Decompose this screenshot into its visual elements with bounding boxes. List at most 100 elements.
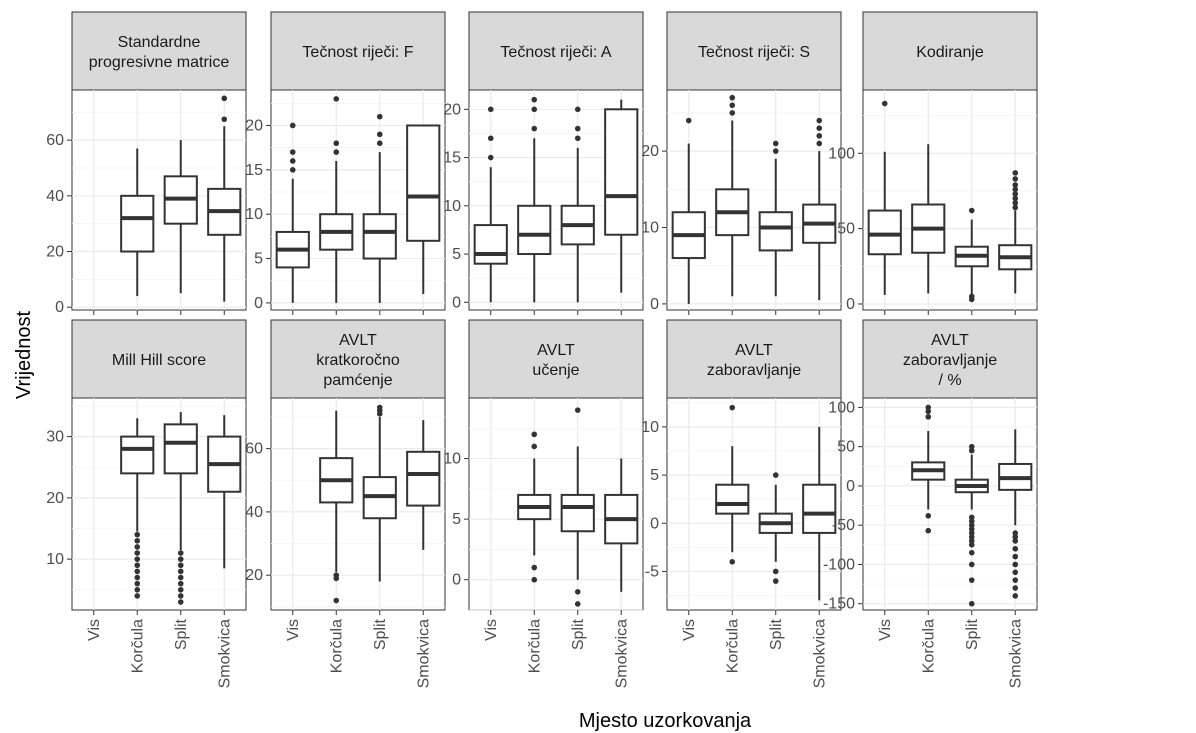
- outlier-point: [1012, 176, 1019, 182]
- box-smokvica: [406, 420, 441, 550]
- outlier-point: [925, 414, 932, 420]
- y-tick-label: 50: [837, 221, 855, 238]
- x-tick-label: Korčula: [328, 619, 345, 673]
- iqr-box: [802, 483, 837, 534]
- x-tick-label: Smokvica: [415, 619, 432, 688]
- outlier-point: [289, 149, 296, 155]
- facet-panel: AVLT kratkoročno pamćenje 20 40 60 Vis Korčula S…: [245, 319, 446, 688]
- outlier-point: [1012, 182, 1019, 188]
- y-tick-label: 0: [846, 296, 855, 313]
- outlier-point: [816, 125, 823, 131]
- y-tick-label: 20: [46, 244, 64, 261]
- x-tick-label: Korčula: [129, 619, 146, 673]
- outlier-point: [487, 106, 494, 113]
- outlier-point: [134, 537, 141, 544]
- outlier-point: [968, 518, 975, 525]
- y-tick-label: 15: [443, 150, 461, 167]
- x-tick-label: Split: [768, 618, 785, 650]
- facet-strip: [666, 11, 842, 91]
- facet-title: AVLT: [537, 342, 575, 359]
- box-korčula: [120, 148, 155, 297]
- outlier-point: [531, 443, 538, 450]
- outlier-point: [177, 562, 184, 569]
- outlier-point: [289, 122, 296, 129]
- outlier-point: [574, 125, 581, 132]
- facet-panel: Tečnost riječi: F 0 5 10 15 20: [245, 11, 446, 315]
- facet-title: Standardne: [118, 34, 201, 51]
- outlier-point: [134, 574, 141, 581]
- x-tick-label: Smokvica: [216, 619, 233, 688]
- outlier-point: [1012, 569, 1019, 576]
- box-split: [758, 140, 793, 297]
- outlier-point: [1012, 195, 1019, 202]
- x-tick-label: Split: [570, 618, 587, 650]
- plot-area: [862, 397, 1038, 611]
- outlier-point: [1012, 200, 1019, 206]
- iqr-box: [715, 483, 750, 515]
- iqr-box: [362, 213, 397, 260]
- y-tick-label: 50: [837, 439, 855, 456]
- facet-title: Mill Hill score: [112, 352, 206, 369]
- outlier-point: [729, 102, 736, 109]
- outlier-point: [925, 512, 932, 519]
- plot-area: [71, 397, 247, 611]
- box-split: [954, 443, 989, 607]
- box-vis: [473, 106, 508, 303]
- x-tick-label: Vis: [877, 619, 894, 641]
- x-tick-label: Vis: [483, 619, 500, 641]
- outlier-point: [177, 599, 184, 605]
- facet-panel: AVLT učenje 0 5 10 Vis Korčula Split Smokvica: [443, 319, 644, 688]
- y-tick-label: 10: [245, 206, 263, 223]
- outlier-point: [1012, 561, 1019, 568]
- y-tick-label: 5: [254, 251, 263, 268]
- facet-strip: [666, 319, 842, 399]
- outlier-point: [816, 140, 823, 147]
- outlier-point: [376, 113, 383, 120]
- facet-panel: AVLT zaboravljanje -5 0 5 10 Vis Korčula Split Sm…: [641, 319, 842, 688]
- y-tick-label: 60: [46, 132, 64, 149]
- facet-panel: Tečnost riječi: A 0 5 10 15 20: [443, 11, 644, 315]
- facet-title: AVLT: [931, 332, 969, 349]
- box-smokvica: [207, 415, 242, 569]
- box-smokvica: [604, 99, 639, 293]
- y-tick-label: 10: [641, 419, 659, 436]
- outlier-point: [531, 125, 538, 132]
- box-smokvica: [802, 426, 837, 601]
- y-tick-label: 0: [452, 572, 461, 589]
- iqr-box: [517, 204, 552, 256]
- outlier-point: [289, 158, 296, 164]
- y-tick-label: -50: [832, 517, 855, 534]
- facet-title: / %: [938, 372, 961, 389]
- y-tick-label: 30: [46, 429, 64, 446]
- y-tick-label: 0: [254, 295, 263, 312]
- outlier-point: [1012, 530, 1019, 536]
- outlier-point: [574, 407, 581, 413]
- iqr-box: [867, 209, 902, 256]
- box-split: [560, 106, 595, 303]
- box-korčula: [319, 410, 354, 604]
- x-tick-label: Korčula: [920, 619, 937, 673]
- outlier-point: [772, 472, 779, 478]
- y-tick-label: -150: [823, 596, 855, 613]
- outlier-point: [729, 559, 736, 565]
- y-tick-label: 20: [443, 101, 461, 118]
- box-split: [163, 140, 198, 294]
- outlier-point: [772, 578, 779, 584]
- outlier-point: [531, 96, 538, 103]
- outlier-point: [729, 404, 736, 411]
- box-korčula: [319, 96, 354, 303]
- box-smokvica: [998, 429, 1033, 599]
- facet-title: Tečnost riječi: A: [500, 44, 611, 61]
- box-korčula: [715, 404, 750, 565]
- x-tick-label: Split: [964, 618, 981, 650]
- facet-title: Tečnost riječi: S: [698, 44, 810, 61]
- facet-panel: AVLT zaboravljanje / % -150 -100 -50 0 50 100 Vis…: [823, 319, 1038, 688]
- box-smokvica: [406, 124, 441, 295]
- outlier-point: [531, 564, 538, 571]
- outlier-point: [134, 544, 141, 550]
- box-split: [954, 207, 989, 303]
- y-tick-label: 20: [641, 143, 659, 160]
- outlier-point: [925, 527, 932, 534]
- outlier-point: [376, 404, 383, 411]
